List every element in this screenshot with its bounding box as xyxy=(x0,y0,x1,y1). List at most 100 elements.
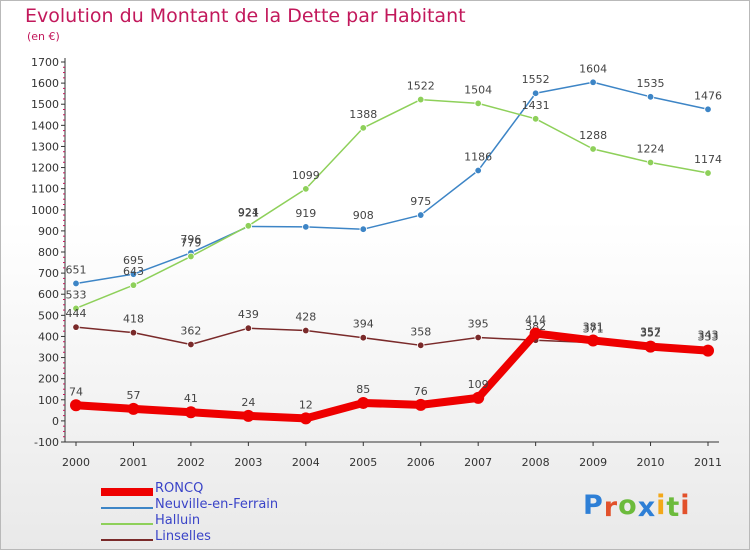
data-point-neuville-en-ferrain xyxy=(646,93,655,101)
data-point-roncq xyxy=(587,334,600,347)
data-label-linselles: 371 xyxy=(583,323,604,336)
data-point-roncq xyxy=(472,391,485,404)
data-label-halluin: 533 xyxy=(66,288,87,301)
data-point-roncq xyxy=(299,412,312,425)
data-label-halluin: 1388 xyxy=(349,108,377,121)
data-point-linselles xyxy=(129,328,138,337)
data-point-neuville-en-ferrain xyxy=(359,225,367,233)
data-label-halluin: 1522 xyxy=(407,80,435,93)
x-tick-label: 2000 xyxy=(62,456,90,469)
y-tick-label: 1000 xyxy=(31,204,59,217)
data-label-roncq: 333 xyxy=(698,331,719,344)
data-label-roncq: 24 xyxy=(241,396,255,409)
data-label-roncq: 41 xyxy=(184,392,198,405)
data-point-halluin xyxy=(187,252,195,261)
y-tick-label: 1700 xyxy=(31,56,59,69)
legend-swatch-linselles xyxy=(101,539,153,541)
data-label-linselles: 394 xyxy=(353,318,374,331)
series-line-roncq xyxy=(75,329,709,423)
legend-label-linselles: Linselles xyxy=(155,529,211,544)
y-tick-label: 200 xyxy=(38,373,59,386)
data-label-halluin: 1504 xyxy=(464,83,492,96)
data-point-roncq xyxy=(242,409,255,422)
data-label-linselles: 439 xyxy=(238,308,259,321)
data-point-roncq xyxy=(70,399,82,412)
data-point-neuville-en-ferrain xyxy=(72,279,80,288)
y-tick-label: 100 xyxy=(38,394,59,407)
data-point-roncq xyxy=(357,396,370,409)
y-tick-label: 900 xyxy=(38,225,59,238)
data-label-halluin: 1174 xyxy=(694,153,722,166)
data-point-halluin xyxy=(646,158,655,167)
data-label-linselles: 444 xyxy=(66,307,87,320)
data-point-halluin xyxy=(72,304,80,313)
y-tick-label: 800 xyxy=(38,246,59,259)
data-point-linselles xyxy=(359,334,367,342)
data-point-neuville-en-ferrain xyxy=(704,105,712,113)
data-label-linselles: 382 xyxy=(525,320,546,333)
data-label-linselles: 362 xyxy=(180,324,201,337)
data-point-roncq xyxy=(127,402,140,415)
data-point-halluin xyxy=(302,185,310,193)
data-label-neuville-en-ferrain: 1552 xyxy=(522,73,550,86)
x-tick-label: 2009 xyxy=(579,456,607,469)
data-point-halluin xyxy=(129,281,138,289)
data-point-halluin xyxy=(244,222,253,230)
data-label-linselles: 357 xyxy=(640,326,661,339)
data-label-linselles: 418 xyxy=(123,313,144,326)
data-point-halluin xyxy=(417,95,425,104)
data-label-halluin: 924 xyxy=(238,206,259,219)
y-tick-label: 1600 xyxy=(31,77,59,90)
proxiti-logo: Proxiti xyxy=(583,490,691,523)
data-point-roncq xyxy=(414,398,427,411)
data-point-neuville-en-ferrain xyxy=(531,89,540,97)
x-tick-label: 2011 xyxy=(694,456,722,469)
x-tick-label: 2006 xyxy=(407,456,435,469)
data-label-linselles: 343 xyxy=(698,328,719,341)
data-label-neuville-en-ferrain: 695 xyxy=(123,254,144,267)
data-point-linselles xyxy=(417,341,425,350)
data-point-linselles xyxy=(474,333,482,342)
data-label-neuville-en-ferrain: 921 xyxy=(238,206,259,219)
y-tick-label: 300 xyxy=(38,352,59,365)
data-label-halluin: 643 xyxy=(123,265,144,278)
data-point-roncq xyxy=(529,327,542,340)
chart-title: Evolution du Montant de la Dette par Hab… xyxy=(25,5,466,27)
data-label-neuville-en-ferrain: 908 xyxy=(353,209,374,222)
data-label-roncq: 85 xyxy=(356,383,370,396)
legend-swatch-neuville-en-ferrain xyxy=(101,507,153,509)
y-tick-label: -100 xyxy=(34,436,59,449)
data-point-neuville-en-ferrain xyxy=(417,211,425,219)
data-label-neuville-en-ferrain: 796 xyxy=(180,233,201,246)
x-tick-label: 2005 xyxy=(349,456,377,469)
data-label-neuville-en-ferrain: 1535 xyxy=(637,77,665,90)
data-label-linselles: 395 xyxy=(468,318,489,331)
data-label-roncq: 109 xyxy=(468,378,489,391)
legend-label-roncq: RONCQ xyxy=(155,481,204,496)
legend-swatch-roncq xyxy=(101,488,153,496)
x-tick-label: 2010 xyxy=(637,456,665,469)
data-label-neuville-en-ferrain: 975 xyxy=(410,195,431,208)
legend-label-halluin: Halluin xyxy=(155,513,201,528)
data-label-roncq: 57 xyxy=(126,389,140,402)
data-point-linselles xyxy=(244,324,253,332)
data-label-neuville-en-ferrain: 651 xyxy=(66,263,87,276)
data-point-halluin xyxy=(704,169,712,177)
legend-label-neuville-en-ferrain: Neuville-en-Ferrain xyxy=(155,497,279,512)
data-label-neuville-en-ferrain: 1604 xyxy=(579,62,607,75)
x-tick-label: 2004 xyxy=(292,456,320,469)
y-tick-label: 1400 xyxy=(31,119,59,132)
x-tick-label: 2003 xyxy=(234,456,262,469)
y-tick-label: 400 xyxy=(38,330,59,343)
data-label-roncq: 76 xyxy=(414,385,428,398)
series-line-halluin xyxy=(75,98,709,310)
data-point-roncq xyxy=(702,344,714,357)
data-label-neuville-en-ferrain: 919 xyxy=(295,207,316,220)
data-label-roncq: 12 xyxy=(299,398,313,411)
y-tick-label: 1100 xyxy=(31,183,59,196)
data-point-halluin xyxy=(474,99,482,108)
y-tick-label: 700 xyxy=(38,267,59,280)
data-label-roncq: 352 xyxy=(640,327,661,340)
data-point-linselles xyxy=(72,323,80,331)
